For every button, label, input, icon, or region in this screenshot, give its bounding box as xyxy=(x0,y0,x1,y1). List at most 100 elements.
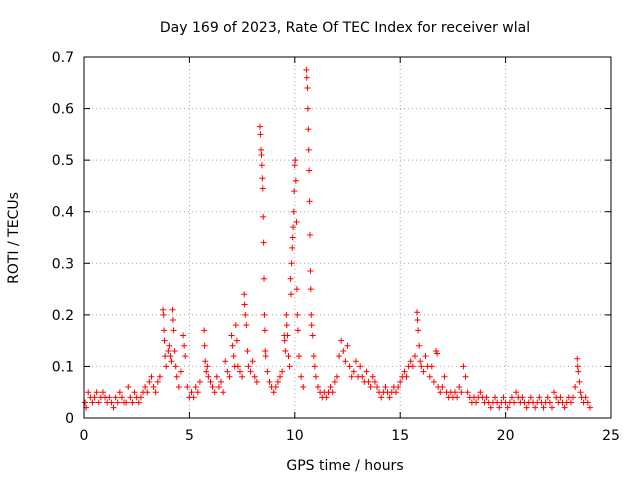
data-point xyxy=(165,347,172,354)
y-tick-label: 0.5 xyxy=(52,153,74,169)
data-point xyxy=(289,234,296,241)
data-point xyxy=(262,353,269,360)
data-point xyxy=(403,373,410,380)
data-point xyxy=(213,373,220,380)
data-point xyxy=(415,327,422,334)
data-point xyxy=(233,337,240,344)
data-point xyxy=(226,373,233,380)
chart-title: Day 169 of 2023, Rate Of TEC Index for r… xyxy=(160,20,530,36)
data-point xyxy=(201,342,208,349)
data-point xyxy=(582,394,589,401)
data-point xyxy=(567,399,574,406)
data-point xyxy=(260,213,267,220)
data-point xyxy=(452,389,459,396)
data-point xyxy=(247,368,254,375)
data-point xyxy=(416,342,423,349)
data-point xyxy=(142,384,149,391)
data-point xyxy=(166,342,173,349)
data-point xyxy=(352,358,359,365)
data-point xyxy=(283,311,290,318)
data-point xyxy=(288,260,295,267)
data-point xyxy=(492,394,499,401)
data-point xyxy=(397,378,404,385)
data-point xyxy=(270,389,277,396)
data-point xyxy=(93,389,100,396)
data-point xyxy=(575,368,582,375)
data-point xyxy=(382,384,389,391)
data-point xyxy=(168,358,175,365)
data-point xyxy=(116,389,123,396)
data-point xyxy=(123,399,130,406)
data-point xyxy=(82,399,89,406)
data-point xyxy=(290,224,297,231)
data-point xyxy=(211,389,218,396)
data-point xyxy=(108,399,115,406)
data-point xyxy=(261,275,268,282)
data-point xyxy=(414,317,421,324)
data-point xyxy=(284,332,291,339)
data-point xyxy=(184,384,191,391)
data-point xyxy=(194,389,201,396)
data-point xyxy=(243,322,250,329)
data-point xyxy=(305,126,312,133)
data-point xyxy=(258,146,265,153)
data-point xyxy=(253,378,260,385)
data-point xyxy=(336,353,343,360)
data-point xyxy=(209,384,216,391)
data-point xyxy=(294,311,301,318)
y-tick-label: 0.3 xyxy=(52,256,74,272)
data-point xyxy=(277,373,284,380)
data-point xyxy=(91,394,98,401)
data-point xyxy=(342,358,349,365)
data-point xyxy=(232,322,239,329)
data-point xyxy=(426,373,433,380)
data-point xyxy=(288,291,295,298)
data-point xyxy=(504,404,511,411)
data-point xyxy=(156,373,163,380)
data-point xyxy=(162,353,169,360)
data-point xyxy=(205,373,212,380)
data-point xyxy=(420,368,427,375)
data-point xyxy=(561,404,568,411)
data-point xyxy=(262,347,269,354)
data-point xyxy=(180,332,187,339)
data-point xyxy=(222,358,229,365)
data-point xyxy=(477,389,484,396)
data-point xyxy=(154,378,161,385)
data-point xyxy=(173,373,180,380)
data-point xyxy=(172,363,179,370)
data-point xyxy=(287,275,294,282)
data-point xyxy=(261,327,268,334)
data-point xyxy=(229,342,236,349)
data-point xyxy=(203,368,210,375)
data-point xyxy=(378,394,385,401)
data-point xyxy=(181,342,188,349)
data-point xyxy=(333,373,340,380)
data-point xyxy=(487,404,494,411)
data-point xyxy=(548,404,555,411)
data-point xyxy=(329,389,336,396)
data-point xyxy=(323,394,330,401)
data-point xyxy=(312,373,319,380)
data-point xyxy=(557,394,564,401)
data-point xyxy=(220,389,227,396)
data-point xyxy=(148,373,155,380)
data-point xyxy=(282,347,289,354)
data-point xyxy=(303,74,310,81)
y-axis-label: ROTI / TECUs xyxy=(6,192,22,284)
data-point xyxy=(357,363,364,370)
y-tick-label: 0.6 xyxy=(52,102,74,118)
data-point xyxy=(289,244,296,251)
data-point xyxy=(298,373,305,380)
x-tick-label: 5 xyxy=(185,428,194,444)
data-point xyxy=(242,311,249,318)
data-point xyxy=(411,353,418,360)
data-point xyxy=(241,301,248,308)
data-point xyxy=(304,105,311,112)
y-tick-label: 0.4 xyxy=(52,205,74,221)
data-point xyxy=(244,347,251,354)
data-point xyxy=(422,353,429,360)
x-tick-label: 0 xyxy=(80,428,89,444)
data-point xyxy=(386,394,393,401)
data-point xyxy=(574,363,581,370)
